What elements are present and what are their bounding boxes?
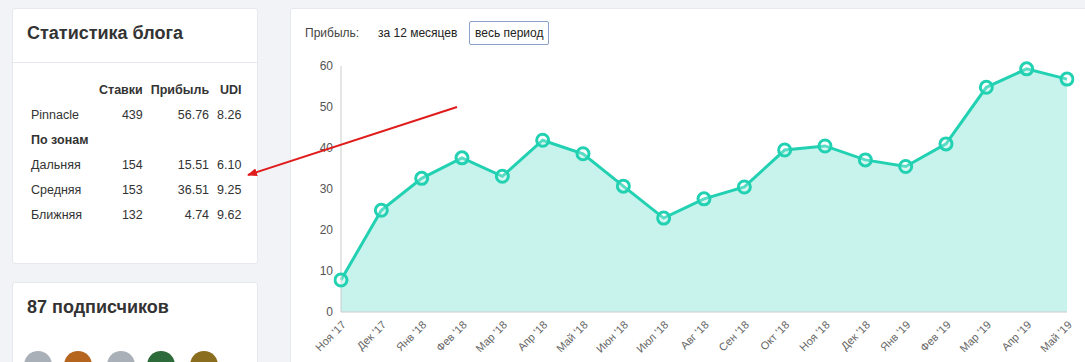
svg-text:Май '19: Май '19 xyxy=(1038,318,1074,354)
svg-text:Ноя '18: Ноя '18 xyxy=(797,318,832,353)
html-text:Прибыль:: Прибыль: xyxy=(305,26,360,40)
svg-text:10: 10 xyxy=(320,264,334,278)
svg-text:Окт '18: Окт '18 xyxy=(758,318,792,352)
html-text:9.62: 9.62 xyxy=(217,207,242,222)
html-text:153: 153 xyxy=(121,182,143,197)
svg-text:60: 60 xyxy=(320,59,334,73)
html-text:за 12 месяцев: за 12 месяцев xyxy=(378,26,458,40)
svg-text:Сен '18: Сен '18 xyxy=(716,318,751,353)
svg-text:Апр '19: Апр '19 xyxy=(999,318,1034,353)
html-text:По зонам: По зонам xyxy=(31,132,89,147)
html-text:15.51: 15.51 xyxy=(177,157,210,172)
html-text:Ближняя: Ближняя xyxy=(31,207,83,222)
html-text:6.10: 6.10 xyxy=(217,157,242,172)
svg-text:40: 40 xyxy=(320,141,334,155)
html-text:154: 154 xyxy=(121,157,143,172)
svg-text:Авг '18: Авг '18 xyxy=(678,318,711,351)
html-text:36.51: 36.51 xyxy=(177,182,210,197)
html-text:9.25: 9.25 xyxy=(217,182,242,197)
html-text:Прибыль: Прибыль xyxy=(150,82,210,97)
svg-text:Май '18: Май '18 xyxy=(554,318,590,354)
html-text:Pinnacle: Pinnacle xyxy=(31,107,79,122)
html-text:132: 132 xyxy=(121,207,143,222)
svg-text:Фев '18: Фев '18 xyxy=(434,318,469,353)
svg-text:20: 20 xyxy=(320,223,334,237)
html-text:Статистика блога: Статистика блога xyxy=(27,23,183,43)
html-text:Дальняя: Дальняя xyxy=(31,157,81,172)
svg-text:Дек '17: Дек '17 xyxy=(354,318,388,352)
svg-text:30: 30 xyxy=(320,182,334,196)
svg-text:Мар '18: Мар '18 xyxy=(473,318,509,354)
html-text:весь период: весь период xyxy=(475,26,544,40)
svg-text:Июн '18: Июн '18 xyxy=(594,318,631,355)
svg-text:0: 0 xyxy=(326,305,333,319)
svg-text:Янв '19: Янв '19 xyxy=(878,318,913,353)
html-text:8.26: 8.26 xyxy=(217,107,242,122)
svg-text:Ноя '17: Ноя '17 xyxy=(313,318,348,353)
svg-text:50: 50 xyxy=(320,100,334,114)
svg-text:Дек '18: Дек '18 xyxy=(838,318,872,352)
svg-text:Июл '18: Июл '18 xyxy=(634,318,671,355)
html-text:Средняя: Средняя xyxy=(31,182,82,197)
svg-text:Апр '18: Апр '18 xyxy=(515,318,550,353)
html-text:Ставки: Ставки xyxy=(99,82,143,97)
svg-text:Фев '19: Фев '19 xyxy=(918,318,953,353)
html-text:56.76: 56.76 xyxy=(177,107,210,122)
html-text:UDI: UDI xyxy=(219,82,242,97)
html-text:4.74: 4.74 xyxy=(184,207,210,222)
html-text:439: 439 xyxy=(121,107,143,122)
svg-text:Мар '19: Мар '19 xyxy=(957,318,993,354)
html-text:87 подписчиков: 87 подписчиков xyxy=(27,297,169,317)
svg-text:Янв '18: Янв '18 xyxy=(394,318,429,353)
